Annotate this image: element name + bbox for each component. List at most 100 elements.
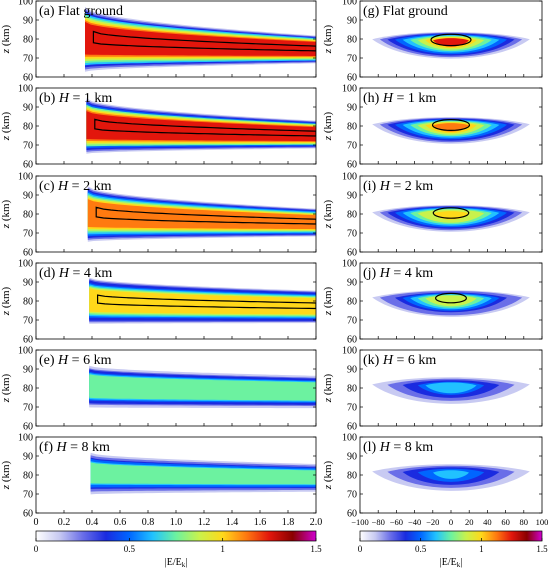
panel-k: 60 70 80 90 100 z (km) (k) H = 6 km — [322, 346, 543, 433]
panel-h-symbol: H — [379, 266, 391, 281]
y-label-unit: (km) — [322, 460, 334, 484]
field-level-9 — [433, 296, 469, 305]
panel-title-text: = 6 km — [396, 353, 436, 368]
x-tick-label: 0.4 — [86, 517, 99, 528]
colorbar-tick-label: 1.5 — [310, 544, 322, 554]
x-tick-label: 0.2 — [58, 517, 71, 528]
x-tick-label: −80 — [372, 517, 385, 527]
field-blob — [364, 289, 538, 319]
y-label-symbol: z — [322, 397, 334, 403]
panel-f: 60 70 80 90 100 z (km) (f) H = 8 km — [0, 433, 317, 520]
panel-letter: (i) — [363, 179, 377, 194]
y-tick-label: 90 — [23, 278, 33, 289]
colorbar-tick-label: 1 — [479, 544, 484, 554]
panel-title: (h) H = 1 km — [363, 91, 436, 106]
panel-title-text: = 1 km — [72, 91, 112, 106]
contour-line — [431, 119, 471, 131]
x-tick-label: 1.0 — [170, 517, 183, 528]
y-label-unit: (km) — [322, 286, 334, 310]
y-axis-label: z (km) — [0, 111, 12, 141]
y-axis-label: z (km) — [322, 111, 334, 141]
field-blob — [364, 463, 538, 493]
field-band — [86, 96, 316, 156]
y-label-symbol: z — [0, 484, 12, 490]
y-axis-label: z (km) — [322, 460, 334, 490]
colorbar-label: |E/Ek| — [165, 557, 188, 569]
colorbar-left: 0 0.5 1 1.5 |E/Ek| — [34, 530, 322, 569]
panel-letter: (g) — [363, 4, 380, 19]
y-axis-label: z (km) — [322, 373, 334, 403]
y-tick-label: 60 — [23, 248, 33, 259]
y-tick-label: 100 — [342, 84, 357, 95]
field-band — [90, 451, 316, 496]
y-axis-label: z (km) — [0, 286, 12, 316]
contour-line — [92, 30, 316, 52]
y-label-unit: (km) — [0, 111, 12, 135]
y-tick-label: 90 — [347, 191, 357, 202]
y-tick-label: 80 — [347, 35, 357, 46]
y-tick-label: 60 — [347, 248, 357, 259]
field-blob — [364, 376, 538, 406]
colorbar-ramp — [35, 530, 317, 542]
panel-h-symbol: H — [57, 353, 69, 368]
x-tick-label: 40 — [483, 517, 492, 527]
field-level-9 — [89, 375, 316, 400]
panel-letter: (a) — [39, 4, 55, 19]
x-tick-label: 1.4 — [226, 517, 239, 528]
x-tick-label: 1.2 — [198, 517, 211, 528]
y-tick-label: 90 — [347, 16, 357, 27]
y-tick-label: 60 — [23, 73, 33, 84]
colorbar-label-end: | — [460, 557, 462, 568]
panel-l: 60 70 80 90 100 z (km) (l) H = 8 km — [322, 433, 543, 520]
colorbar-tick-label: 1 — [220, 544, 225, 554]
y-label-symbol: z — [0, 310, 12, 316]
y-tick-label: 100 — [18, 84, 33, 95]
y-tick-label: 90 — [347, 278, 357, 289]
field-band — [89, 276, 316, 326]
colorbar-tick-label: 0 — [34, 544, 39, 554]
field-level-9 — [433, 470, 469, 479]
panel-h-symbol: H — [382, 91, 394, 106]
panel-title-text: = 2 km — [72, 179, 112, 194]
y-tick-label: 90 — [23, 365, 33, 376]
x-tick-label: 2.0 — [310, 517, 323, 528]
panel-title: (d) H = 4 km — [39, 266, 112, 281]
y-tick-label: 80 — [23, 471, 33, 482]
y-tick-label: 60 — [23, 422, 33, 433]
panel-title-text: Flat ground — [383, 4, 448, 19]
y-label-symbol: z — [322, 48, 334, 54]
field-band — [85, 5, 316, 74]
colorbar-label-sub: k — [182, 561, 186, 569]
y-tick-label: 90 — [23, 452, 33, 463]
colorbar-tick-label: 0.5 — [124, 544, 136, 554]
panel-title-text: = 2 km — [393, 179, 433, 194]
y-tick-label: 90 — [347, 452, 357, 463]
y-tick-label: 80 — [23, 122, 33, 133]
panel-h-symbol: H — [58, 266, 70, 281]
panel-title: (c) H = 2 km — [39, 179, 112, 194]
panel-letter: (f) — [39, 440, 53, 455]
panel-title-text: = 8 km — [393, 440, 433, 455]
y-tick-label: 60 — [347, 73, 357, 84]
panel-title-text: = 6 km — [72, 353, 112, 368]
y-label-symbol: z — [322, 484, 334, 490]
y-tick-label: 80 — [347, 384, 357, 395]
y-label-symbol: z — [322, 310, 334, 316]
contour-line — [430, 33, 472, 47]
contour-line — [95, 206, 316, 225]
colorbar-tick-label: 0.5 — [415, 544, 427, 554]
y-tick-label: 70 — [23, 229, 33, 240]
y-axis-label: z (km) — [322, 199, 334, 229]
field-level-9 — [86, 111, 316, 142]
y-label-unit: (km) — [0, 460, 12, 484]
y-tick-label: 70 — [23, 141, 33, 152]
y-label-unit: (km) — [322, 24, 334, 48]
field-band — [87, 184, 316, 244]
x-tick-label: 0.8 — [142, 517, 155, 528]
field-level-9 — [85, 21, 316, 56]
y-tick-label: 70 — [347, 54, 357, 65]
y-tick-label: 80 — [347, 297, 357, 308]
panel-g: 60 70 80 90 100 z (km) (g) Flat ground — [322, 0, 543, 84]
y-tick-label: 100 — [18, 259, 33, 270]
panel-title-text: = 1 km — [396, 91, 436, 106]
